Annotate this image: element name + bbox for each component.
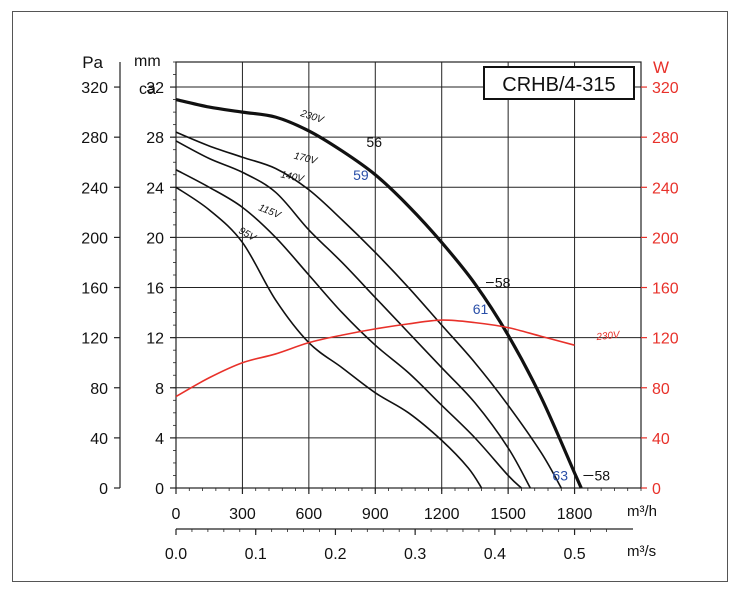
- w-tick-label: 320: [652, 80, 679, 97]
- mm-tick-label: 16: [146, 281, 164, 298]
- left-inner-unit-line2: ca: [139, 81, 156, 98]
- m3h-tick-label: 900: [362, 506, 389, 523]
- series-line-pressure-95v: [175, 186, 483, 489]
- curve-label: 140V: [279, 169, 305, 185]
- m3s-tick-label: 0.2: [324, 546, 346, 563]
- m3s-tick-label: 0.1: [245, 546, 267, 563]
- w-tick-label: 120: [652, 331, 679, 348]
- series-line-pressure-115v: [175, 169, 522, 489]
- x-axis-unit-m3s: m³/s: [627, 543, 656, 560]
- w-tick-label: 240: [652, 180, 679, 197]
- curve-annotation: 58: [595, 467, 611, 483]
- pa-tick-label: 0: [99, 481, 108, 498]
- m3s-tick-label: 0.0: [165, 546, 187, 563]
- w-tick-label: 280: [652, 130, 679, 147]
- w-tick-label: 40: [652, 431, 670, 448]
- mm-tick-label: 12: [146, 331, 164, 348]
- left-inner-unit-line1: mm: [134, 53, 161, 70]
- mm-tick-label: 32: [146, 80, 164, 97]
- series-line-pressure-230v: [175, 98, 583, 489]
- m3h-tick-label: 1500: [490, 506, 526, 523]
- m3h-tick-label: 1800: [557, 506, 593, 523]
- curve-label: 170V: [293, 151, 320, 168]
- pa-tick-label: 240: [81, 180, 108, 197]
- mm-tick-label: 28: [146, 130, 164, 147]
- curve-annotation: 61: [473, 301, 489, 317]
- plot-border: [175, 61, 642, 489]
- mm-tick-label: 8: [155, 381, 164, 398]
- right-axis-unit: W: [653, 58, 669, 77]
- curve-label: 95V: [237, 225, 259, 244]
- pa-tick-label: 200: [81, 230, 108, 247]
- curve-label: 115V: [257, 202, 283, 221]
- curve-label: 230V: [298, 108, 326, 126]
- chart-title-box: CRHB/4-315: [483, 66, 635, 100]
- grid: [175, 61, 642, 489]
- m3s-tick-label: 0.5: [563, 546, 585, 563]
- w-tick-label: 200: [652, 230, 679, 247]
- w-tick-label: 160: [652, 281, 679, 298]
- mm-tick-label: 0: [155, 481, 164, 498]
- left-outer-unit: Pa: [82, 53, 103, 72]
- series-line-pressure-170v: [175, 131, 562, 489]
- series-line-power-230v: [175, 319, 575, 398]
- m3s-tick-label: 0.4: [484, 546, 506, 563]
- pa-tick-label: 40: [90, 431, 108, 448]
- curve-annotation: 63: [552, 467, 568, 483]
- x-axis-unit-m3h: m³/h: [627, 503, 657, 520]
- curve-annotation: 56: [366, 134, 382, 150]
- curve-annotation: 59: [353, 167, 369, 183]
- m3h-tick-label: 1200: [424, 506, 460, 523]
- series-line-pressure-140v: [175, 140, 531, 489]
- pa-tick-label: 120: [81, 331, 108, 348]
- chart-frame: [12, 11, 728, 582]
- w-tick-label: 0: [652, 481, 661, 498]
- pa-tick-label: 280: [81, 130, 108, 147]
- curve-annotation: 58: [495, 275, 511, 291]
- mm-tick-label: 4: [155, 431, 164, 448]
- pa-tick-label: 160: [81, 281, 108, 298]
- m3h-tick-label: 0: [172, 506, 181, 523]
- w-tick-label: 80: [652, 381, 670, 398]
- m3h-tick-label: 600: [296, 506, 323, 523]
- pa-tick-label: 80: [90, 381, 108, 398]
- curve-label: 230V: [595, 330, 622, 344]
- mm-tick-label: 20: [146, 230, 164, 247]
- m3h-tick-label: 300: [229, 506, 256, 523]
- m3s-tick-label: 0.3: [404, 546, 426, 563]
- series: [175, 98, 583, 489]
- pa-tick-label: 320: [81, 80, 108, 97]
- chart-title: CRHB/4-315: [502, 74, 615, 96]
- mm-tick-label: 24: [146, 180, 164, 197]
